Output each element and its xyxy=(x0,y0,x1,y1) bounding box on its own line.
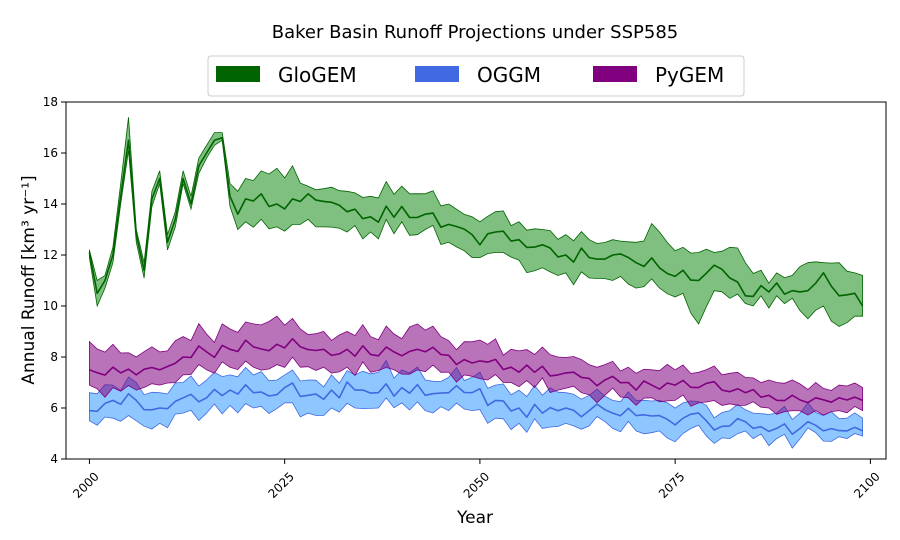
y-tick-label: 14 xyxy=(43,197,58,211)
x-tick-label: 2025 xyxy=(266,469,297,500)
pygem-mean-line xyxy=(89,337,863,404)
legend: GloGEM OGGM PyGEM xyxy=(207,55,745,97)
x-tick-label: 2075 xyxy=(656,469,687,500)
y-tick-label: 18 xyxy=(43,95,58,109)
legend-swatch-oggm xyxy=(415,66,459,82)
y-tick-label: 8 xyxy=(50,350,58,364)
x-axis-title: Year xyxy=(456,508,493,528)
legend-swatch-pygem xyxy=(593,66,637,82)
y-tick-label: 10 xyxy=(43,299,58,313)
glogem-range-band xyxy=(89,117,863,327)
oggm-range-band xyxy=(89,359,863,449)
x-tick-label: 2100 xyxy=(851,469,882,500)
y-tick-label: 4 xyxy=(50,452,58,466)
series-layer xyxy=(88,117,864,449)
x-tick-label: 2000 xyxy=(70,469,101,500)
pygem-range-band xyxy=(89,315,863,416)
y-tick-label: 12 xyxy=(43,248,58,262)
y-axis-title: Annual Runoff [km³ yr⁻¹] xyxy=(19,175,39,384)
glogem-mean-line xyxy=(88,136,864,307)
legend-label-pygem: PyGEM xyxy=(655,63,724,87)
y-tick-label: 16 xyxy=(43,146,58,160)
oggm-mean-line xyxy=(89,381,863,435)
y-tick-label: 6 xyxy=(50,401,58,415)
legend-label-glogem: GloGEM xyxy=(278,63,357,87)
legend-label-oggm: OGGM xyxy=(477,63,541,87)
legend-swatch-glogem xyxy=(216,66,260,82)
x-tick-label: 2050 xyxy=(461,469,492,500)
plot-frame xyxy=(65,101,887,460)
chart-title: Baker Basin Runoff Projections under SSP… xyxy=(272,22,679,43)
